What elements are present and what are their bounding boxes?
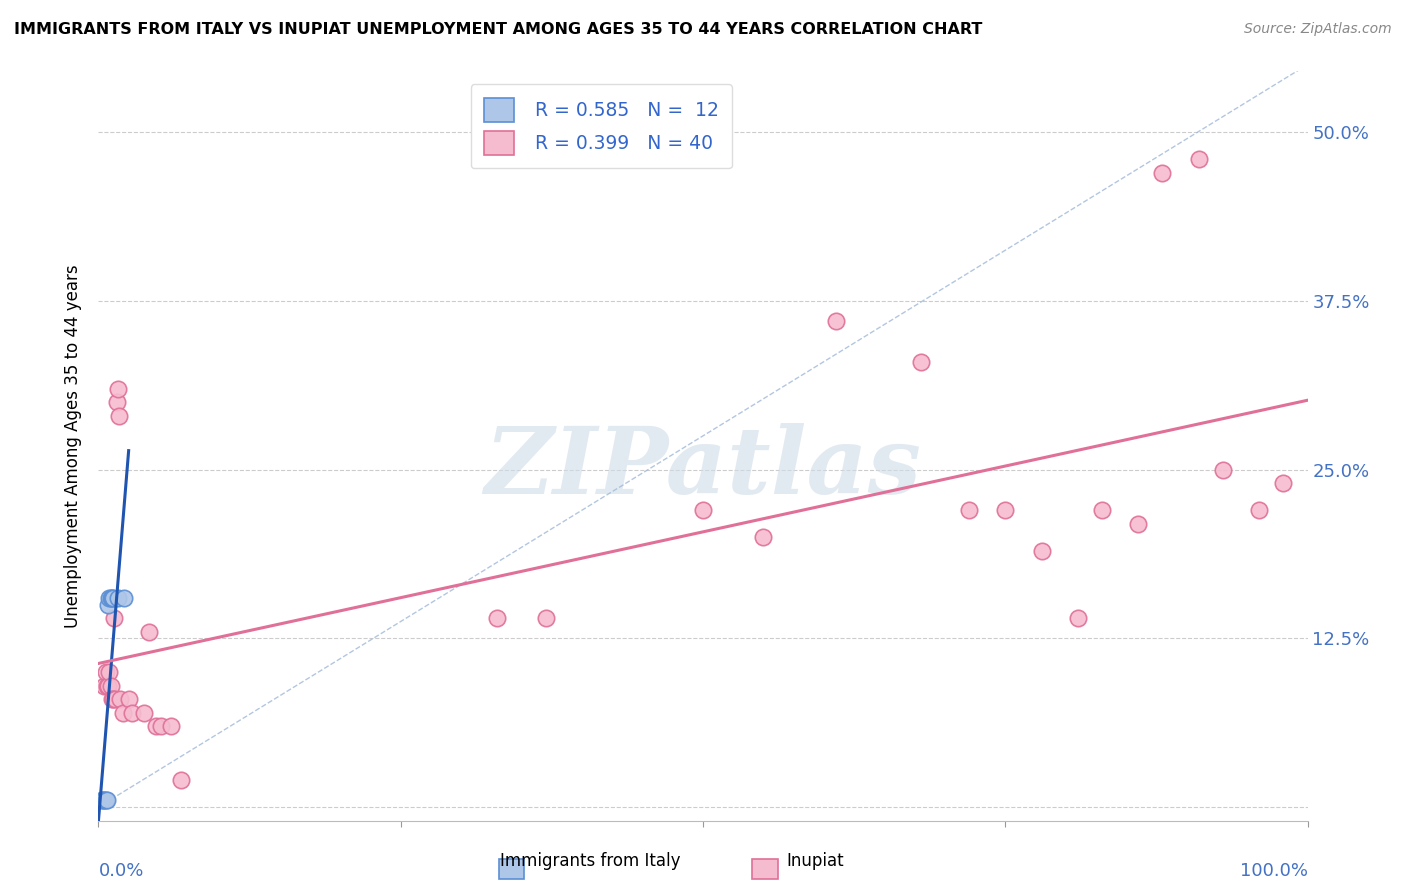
Point	[692, 503, 714, 517]
Point	[98, 665, 121, 680]
Point	[160, 719, 183, 733]
Point	[107, 591, 129, 605]
Point	[134, 706, 156, 720]
Point	[1128, 516, 1150, 531]
Text: IMMIGRANTS FROM ITALY VS INUPIAT UNEMPLOYMENT AMONG AGES 35 TO 44 YEARS CORRELAT: IMMIGRANTS FROM ITALY VS INUPIAT UNEMPLO…	[14, 22, 983, 37]
Point	[97, 679, 120, 693]
Point	[825, 314, 848, 328]
Point	[994, 503, 1017, 517]
Point	[121, 706, 143, 720]
Point	[1067, 611, 1090, 625]
Point	[1212, 462, 1234, 476]
Point	[1152, 166, 1174, 180]
Text: 100.0%: 100.0%	[1240, 862, 1308, 880]
Point	[145, 719, 167, 733]
Point	[108, 692, 131, 706]
Point	[1188, 152, 1211, 166]
Point	[1091, 503, 1114, 517]
Text: 0.0%: 0.0%	[98, 862, 143, 880]
Point	[98, 591, 121, 605]
Point	[112, 591, 135, 605]
Point	[107, 382, 129, 396]
Point	[91, 793, 114, 807]
Point	[1249, 503, 1271, 517]
Point	[1272, 476, 1295, 491]
Point	[94, 793, 117, 807]
Point	[150, 719, 173, 733]
Point	[486, 611, 509, 625]
Text: Inupiat: Inupiat	[787, 852, 844, 870]
Point	[100, 591, 122, 605]
Point	[93, 679, 115, 693]
Point	[91, 793, 114, 807]
Point	[100, 679, 122, 693]
Point	[100, 591, 122, 605]
Point	[96, 793, 118, 807]
Point	[138, 624, 160, 639]
Point	[100, 692, 122, 706]
Point	[957, 503, 980, 517]
Point	[118, 692, 141, 706]
Point	[111, 706, 134, 720]
Point	[97, 598, 120, 612]
Text: Immigrants from Italy: Immigrants from Italy	[501, 852, 681, 870]
Point	[94, 665, 117, 680]
Point	[105, 395, 128, 409]
Text: ZIPatlas: ZIPatlas	[485, 424, 921, 514]
Point	[1031, 543, 1053, 558]
Point	[108, 409, 131, 423]
Point	[104, 692, 127, 706]
Point	[96, 679, 118, 693]
Point	[169, 773, 191, 788]
Point	[101, 692, 124, 706]
Point	[93, 793, 115, 807]
Point	[534, 611, 557, 625]
Point	[752, 530, 775, 544]
Legend:  R = 0.585   N =  12,  R = 0.399   N = 40: R = 0.585 N = 12, R = 0.399 N = 40	[471, 85, 731, 169]
Point	[910, 354, 932, 368]
Point	[103, 611, 125, 625]
Text: Source: ZipAtlas.com: Source: ZipAtlas.com	[1244, 22, 1392, 37]
Y-axis label: Unemployment Among Ages 35 to 44 years: Unemployment Among Ages 35 to 44 years	[65, 264, 83, 628]
Point	[101, 591, 124, 605]
